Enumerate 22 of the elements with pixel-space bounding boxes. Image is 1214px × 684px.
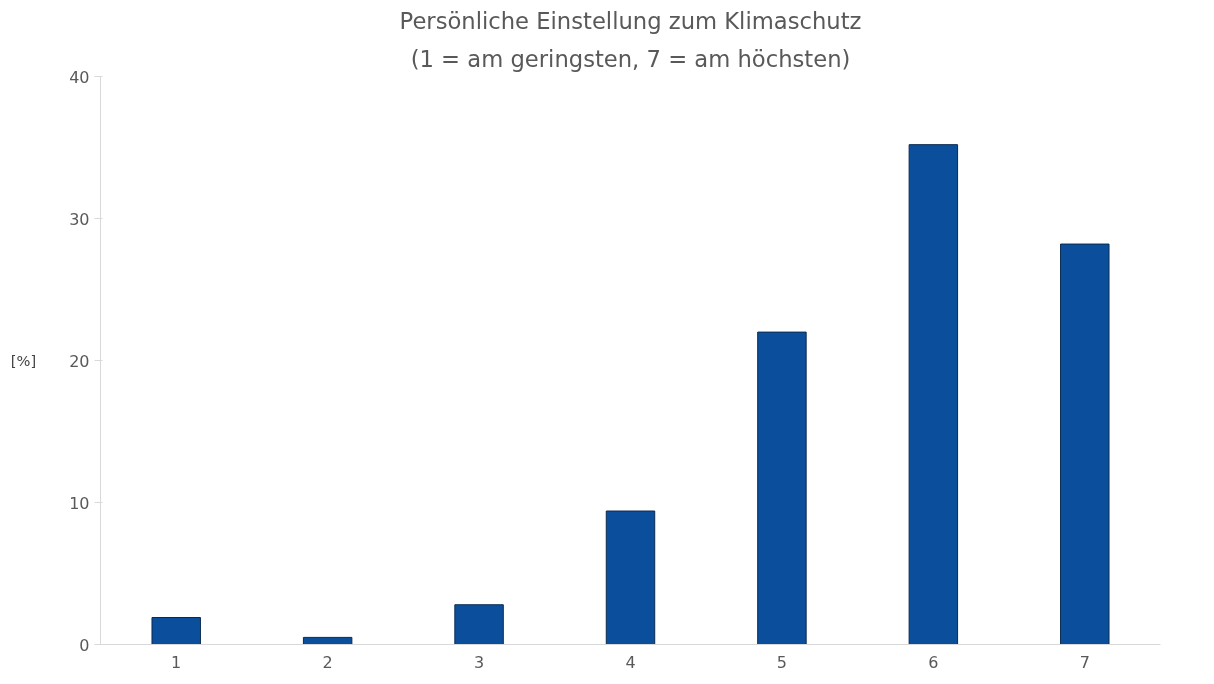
bar xyxy=(908,144,959,645)
y-tick-label: 40 xyxy=(69,67,90,87)
x-tick-label: 4 xyxy=(625,652,636,672)
y-tick-label: 0 xyxy=(79,635,90,655)
bar xyxy=(1060,243,1110,645)
x-tick-label: 1 xyxy=(171,652,182,672)
x-tick-label: 7 xyxy=(1079,652,1090,672)
bar xyxy=(605,510,656,645)
x-tick-label: 2 xyxy=(322,652,333,672)
y-tick-label: 20 xyxy=(69,351,90,371)
bar xyxy=(757,331,807,645)
y-tick-label: 10 xyxy=(69,493,90,513)
bar xyxy=(454,604,504,645)
y-axis-title: [%] xyxy=(10,352,37,369)
chart-title: Persönliche Einstellung zum Klimaschutz xyxy=(399,7,862,34)
bar xyxy=(302,636,353,645)
bar xyxy=(151,617,201,645)
chart-subtitle: (1 = am geringsten, 7 = am höchsten) xyxy=(410,45,851,72)
x-tick-label: 6 xyxy=(928,652,939,672)
x-tick-label: 5 xyxy=(776,652,788,672)
x-tick-label: 3 xyxy=(473,652,485,672)
y-tick-label: 30 xyxy=(69,209,90,229)
